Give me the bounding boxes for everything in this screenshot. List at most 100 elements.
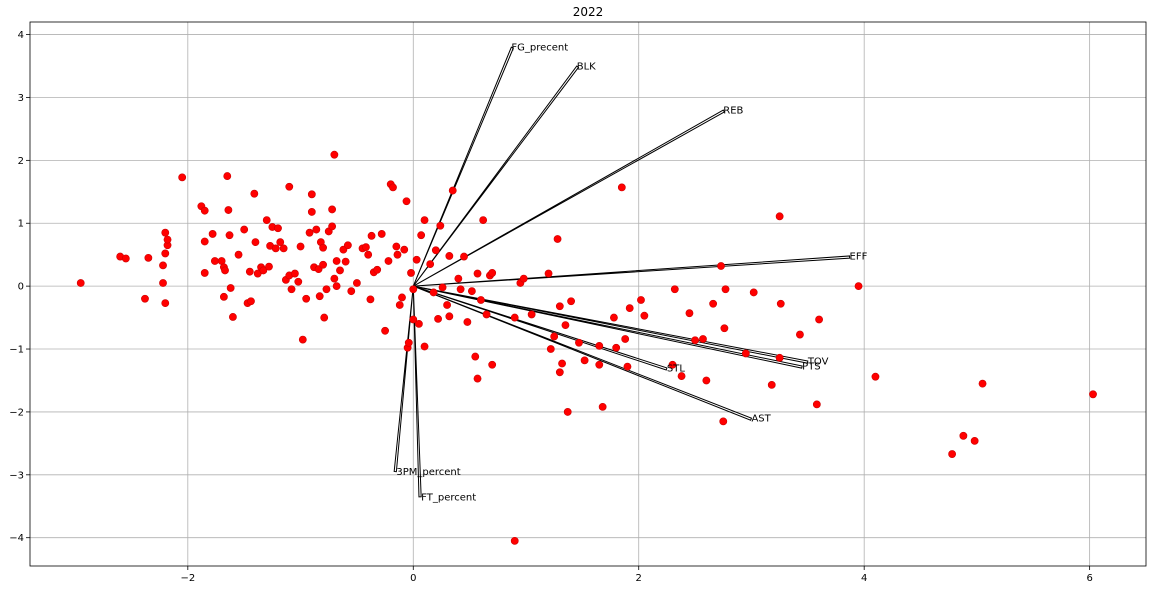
scatter-point xyxy=(319,243,327,252)
scatter-point xyxy=(948,450,957,458)
scatter-point xyxy=(563,408,572,416)
scatter-point xyxy=(640,311,649,320)
scatter-point xyxy=(575,338,583,347)
scatter-point xyxy=(553,235,562,243)
scatter-point xyxy=(412,255,421,264)
scatter-point xyxy=(717,262,725,270)
scatter-point xyxy=(546,345,555,353)
scatter-point xyxy=(279,244,288,253)
scatter-point xyxy=(796,330,804,339)
scatter-point xyxy=(332,257,341,265)
scatter-point xyxy=(691,336,699,345)
scatter-point xyxy=(625,304,634,313)
scatter-point xyxy=(322,285,331,294)
scatter-point xyxy=(567,297,575,306)
y-tick-label: 4 xyxy=(18,30,24,41)
scatter-point xyxy=(598,402,607,411)
vector-label: FT_percent xyxy=(421,492,476,503)
scatter-point xyxy=(637,296,645,304)
y-tick-label: 0 xyxy=(18,282,24,293)
scatter-point xyxy=(510,536,519,545)
scatter-point xyxy=(362,243,370,252)
scatter-point xyxy=(229,313,237,321)
vector-label: STL xyxy=(667,363,685,374)
vector-arrow xyxy=(393,286,414,473)
scatter-point xyxy=(617,183,626,192)
vector-arrow xyxy=(413,255,851,287)
scatter-point xyxy=(456,285,465,294)
scatter-point xyxy=(200,206,209,215)
scatter-point xyxy=(161,249,170,258)
scatter-point xyxy=(395,301,404,309)
y-tick-label: 3 xyxy=(18,93,24,104)
plot-frame xyxy=(29,21,1147,567)
scatter-point xyxy=(121,254,130,263)
scatter-point xyxy=(251,238,260,247)
scatter-point xyxy=(417,231,426,240)
scatter-point xyxy=(240,225,249,234)
x-tick-label: 0 xyxy=(410,573,416,584)
scatter-point xyxy=(426,260,435,269)
scatter-point xyxy=(443,301,451,309)
scatter-point xyxy=(454,274,463,283)
vector-arrow xyxy=(412,65,580,287)
scatter-point xyxy=(815,315,823,324)
scatter-point xyxy=(775,212,784,221)
y-tick-label: −3 xyxy=(9,470,24,481)
vector-arrow xyxy=(413,285,809,364)
scatter-point xyxy=(431,246,440,255)
scatter-point xyxy=(319,260,327,269)
scatter-point xyxy=(347,287,356,296)
scatter-point xyxy=(409,315,418,324)
vector-label: REB xyxy=(723,106,743,117)
scatter-point xyxy=(621,335,630,343)
scatter-point xyxy=(749,288,758,297)
scatter-point xyxy=(699,335,707,343)
scatter-point xyxy=(262,216,271,225)
y-tick-label: 1 xyxy=(18,219,24,230)
y-tick-label: −4 xyxy=(9,533,24,544)
scatter-point xyxy=(161,299,170,308)
grid xyxy=(30,22,1146,566)
scatter-point xyxy=(223,172,232,180)
scatter-point xyxy=(561,321,570,330)
scatter-point xyxy=(970,436,979,445)
scatter-point xyxy=(159,261,167,270)
loading-vectors xyxy=(393,46,851,498)
scatter-point xyxy=(364,250,373,259)
scatter-point xyxy=(488,360,497,369)
scatter-point xyxy=(76,279,85,287)
scatter-point xyxy=(159,279,167,287)
scatter-point xyxy=(366,295,375,304)
scatter-point xyxy=(445,252,454,260)
scatter-point xyxy=(245,267,254,276)
scatter-point xyxy=(415,319,423,328)
scatter-point xyxy=(448,186,457,195)
scatter-point xyxy=(612,343,621,352)
scatter-point xyxy=(178,173,187,182)
scatter-point xyxy=(381,326,389,335)
vector-label: AST xyxy=(751,414,771,425)
scatter-point xyxy=(296,242,305,251)
scatter-point xyxy=(328,205,337,214)
scatter-point xyxy=(312,225,321,234)
x-tick-label: −2 xyxy=(180,573,195,584)
scatter-point xyxy=(775,353,784,362)
scatter-point xyxy=(343,241,352,250)
scatter-point xyxy=(259,266,268,275)
scatter-point xyxy=(250,189,259,198)
scatter-point xyxy=(610,313,618,322)
chart-title: 2022 xyxy=(573,5,604,19)
scatter-point xyxy=(161,228,170,237)
scatter-point xyxy=(668,360,677,369)
scatter-point xyxy=(276,238,285,247)
scatter-point xyxy=(247,297,255,306)
scatter-point xyxy=(330,150,339,159)
scatter-point xyxy=(479,216,488,225)
scatter-points xyxy=(76,150,1097,545)
scatter-point xyxy=(305,228,314,237)
scatter-point xyxy=(144,253,153,262)
scatter-point xyxy=(353,279,361,287)
scatter-point xyxy=(436,221,445,230)
